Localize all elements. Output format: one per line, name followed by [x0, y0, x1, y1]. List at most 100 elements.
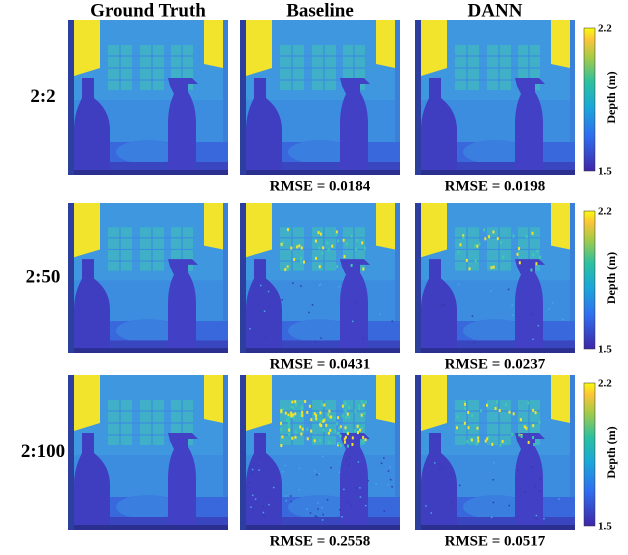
noise-pixel	[513, 412, 515, 415]
figure: Ground TruthBaselineDANN2:2RMSE = 0.0184…	[0, 0, 628, 550]
noise-pixel	[364, 412, 366, 415]
depth-map	[415, 20, 575, 175]
noise-pixel	[538, 421, 540, 424]
noise-pixel	[320, 411, 322, 414]
colorbar-title: Depth (m)	[604, 426, 618, 478]
noise-pixel	[288, 416, 290, 419]
noise-pixel	[326, 242, 328, 245]
noise-pixel	[469, 267, 471, 270]
noise-pixel	[511, 305, 513, 307]
noise-pixel	[464, 422, 466, 425]
noise-pixel	[300, 433, 302, 436]
noise-pixel	[314, 341, 316, 343]
noise-pixel	[355, 487, 357, 489]
noise-pixel	[531, 314, 533, 316]
noise-pixel	[534, 486, 536, 488]
rmse-label: RMSE = 0.0431	[270, 356, 371, 372]
noise-pixel	[361, 400, 363, 403]
noise-pixel	[425, 505, 427, 507]
noise-pixel	[312, 304, 314, 306]
noise-pixel	[338, 442, 340, 445]
depth-map	[240, 20, 400, 175]
noise-pixel	[250, 506, 252, 508]
noise-pixel	[508, 289, 510, 291]
noise-pixel	[533, 443, 535, 446]
noise-pixel	[500, 241, 502, 244]
depth-map	[68, 203, 228, 353]
noise-pixel	[356, 239, 358, 242]
noise-pixel	[552, 302, 554, 304]
noise-pixel	[310, 430, 312, 433]
noise-pixel	[285, 500, 287, 502]
noise-pixel	[387, 484, 389, 486]
rmse-label: RMSE = 0.0237	[445, 356, 546, 372]
depth-map	[415, 203, 575, 353]
noise-pixel	[340, 434, 342, 437]
noise-pixel	[299, 468, 301, 470]
noise-pixel	[315, 417, 317, 420]
noise-pixel	[431, 512, 433, 514]
noise-pixel	[284, 465, 286, 467]
noise-pixel	[347, 432, 349, 435]
noise-pixel	[486, 437, 488, 440]
noise-pixel	[294, 400, 296, 403]
noise-pixel	[339, 509, 341, 511]
noise-pixel	[347, 502, 349, 504]
noise-pixel	[298, 244, 300, 247]
noise-pixel	[287, 228, 289, 231]
noise-pixel	[493, 266, 495, 269]
noise-pixel	[299, 425, 301, 428]
noise-pixel	[459, 243, 461, 246]
depth-map	[240, 203, 400, 353]
noise-pixel	[518, 247, 520, 250]
noise-pixel	[528, 441, 530, 444]
noise-pixel	[483, 228, 485, 231]
noise-pixel	[290, 247, 292, 250]
noise-pixel	[359, 429, 361, 432]
colorbar	[584, 28, 595, 171]
noise-pixel	[484, 237, 486, 240]
noise-pixel	[467, 411, 469, 414]
noise-pixel	[390, 479, 392, 481]
column-title: Ground Truth	[90, 0, 206, 21]
noise-pixel	[328, 410, 330, 413]
noise-pixel	[349, 456, 351, 458]
noise-pixel	[343, 489, 345, 491]
noise-pixel	[348, 415, 350, 418]
noise-pixel	[321, 507, 323, 509]
noise-pixel	[535, 411, 537, 414]
noise-pixel	[321, 403, 323, 406]
noise-pixel	[365, 505, 367, 507]
noise-pixel	[317, 231, 319, 234]
noise-pixel	[294, 436, 296, 439]
noise-pixel	[475, 259, 477, 262]
depth-map	[68, 375, 228, 530]
noise-pixel	[536, 515, 538, 517]
noise-pixel	[348, 406, 350, 409]
noise-pixel	[439, 468, 441, 470]
noise-pixel	[249, 328, 251, 330]
noise-pixel	[301, 407, 303, 410]
noise-pixel	[308, 312, 310, 314]
noise-pixel	[359, 487, 361, 489]
noise-pixel	[328, 248, 330, 251]
noise-pixel	[307, 509, 309, 511]
noise-pixel	[354, 410, 356, 413]
noise-pixel	[287, 268, 289, 271]
column-title: DANN	[468, 0, 523, 21]
noise-pixel	[358, 404, 360, 407]
noise-pixel	[519, 487, 521, 489]
noise-pixel	[354, 429, 356, 432]
noise-pixel	[442, 467, 444, 469]
noise-pixel	[505, 403, 507, 406]
noise-pixel	[284, 268, 286, 271]
noise-pixel	[309, 405, 311, 408]
row-label: 2:2	[30, 86, 55, 107]
noise-pixel	[325, 424, 327, 427]
noise-pixel	[538, 325, 540, 327]
noise-pixel	[473, 342, 475, 344]
noise-pixel	[285, 495, 287, 497]
noise-pixel	[497, 237, 499, 240]
noise-pixel	[263, 512, 265, 514]
noise-pixel	[451, 501, 453, 503]
